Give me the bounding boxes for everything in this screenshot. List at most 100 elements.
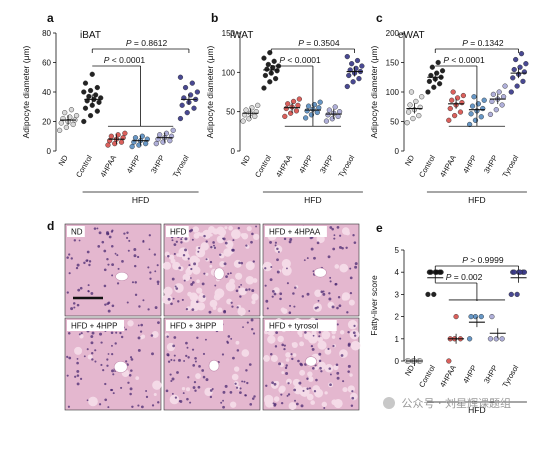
cell-nucleus <box>201 282 205 286</box>
data-point <box>499 102 505 108</box>
x-category-label: Control <box>417 153 437 179</box>
cell-nucleus <box>318 359 322 363</box>
cell-nucleus <box>100 341 103 344</box>
lipid-vacuole <box>135 376 140 381</box>
y-tick-label: 0 <box>47 147 52 156</box>
lipid-vacuole <box>241 349 250 357</box>
y-tick-label: 0 <box>395 357 400 366</box>
cell-nucleus <box>238 261 241 265</box>
data-point <box>261 55 267 61</box>
image-label-box <box>67 320 124 331</box>
cell-nucleus <box>112 392 115 395</box>
cell-nucleus <box>104 398 108 402</box>
cell-nucleus <box>224 384 228 388</box>
cell-nucleus <box>190 228 194 232</box>
cell-nucleus <box>111 274 114 277</box>
lipid-vacuole <box>181 387 186 391</box>
data-point <box>82 80 89 86</box>
data-point <box>96 99 102 105</box>
data-point <box>346 72 352 79</box>
cell-nucleus <box>310 345 314 348</box>
lipid-vacuole <box>245 261 255 271</box>
cell-nucleus <box>306 377 309 380</box>
x-category-label: ND <box>57 153 71 167</box>
cell-nucleus <box>205 258 208 261</box>
lipid-vacuole <box>153 392 157 397</box>
cell-nucleus <box>131 281 135 284</box>
y-tick-label: 5 <box>395 246 400 255</box>
cell-nucleus <box>172 344 176 348</box>
data-point <box>296 96 303 102</box>
cell-nucleus <box>224 241 228 245</box>
cell-nucleus <box>126 301 129 304</box>
cell-nucleus <box>184 237 188 241</box>
cell-nucleus <box>340 354 344 357</box>
cell-nucleus <box>157 282 160 285</box>
cell-nucleus <box>173 359 176 362</box>
cell-nucleus <box>148 248 151 251</box>
cell-nucleus <box>101 240 105 244</box>
data-point <box>73 112 80 119</box>
cell-nucleus <box>68 356 72 360</box>
cell-nucleus <box>242 326 244 329</box>
cell-nucleus <box>331 227 334 231</box>
data-point <box>521 269 528 275</box>
cell-nucleus <box>249 403 253 406</box>
lipid-vacuole <box>195 247 206 258</box>
x-category-label: 3HPP <box>149 154 167 175</box>
data-point <box>86 93 92 100</box>
cell-nucleus <box>299 362 302 366</box>
lipid-vacuole <box>216 226 225 235</box>
y-tick-label: 200 <box>386 29 400 38</box>
cell-nucleus <box>107 263 110 266</box>
lipid-vacuole <box>127 320 134 327</box>
x-category-label: ND <box>403 153 417 167</box>
image-label-box <box>67 226 85 237</box>
lipid-vacuole <box>333 364 339 371</box>
data-point <box>240 118 246 124</box>
lipid-vacuole <box>193 232 200 239</box>
cell-nucleus <box>336 226 340 229</box>
cell-nucleus <box>251 327 254 331</box>
cell-nucleus <box>225 275 228 278</box>
x-category-label: Tyrosol <box>336 153 356 179</box>
cell-nucleus <box>167 360 171 363</box>
lipid-vacuole <box>317 340 327 350</box>
cell-nucleus <box>205 378 209 382</box>
data-point <box>56 127 63 133</box>
cell-nucleus <box>87 290 90 293</box>
cell-nucleus <box>134 293 138 297</box>
cell-nucleus <box>205 240 208 243</box>
data-point <box>499 336 505 342</box>
lipid-vacuole <box>333 398 343 409</box>
panel-letter: c <box>376 11 383 25</box>
cell-nucleus <box>250 240 253 244</box>
y-tick-label: 0 <box>395 147 400 156</box>
cell-nucleus <box>130 358 134 361</box>
cell-nucleus <box>270 352 273 356</box>
cell-nucleus <box>283 344 286 347</box>
cell-nucleus <box>150 334 154 337</box>
lipid-vacuole <box>349 373 353 377</box>
cell-nucleus <box>103 284 107 288</box>
lipid-vacuole <box>297 329 303 336</box>
lipid-vacuole <box>299 369 306 376</box>
panel-b: b iWAT 0 50 100 150 Adipocyte diameter (μm) ND C… <box>205 11 365 205</box>
cell-nucleus <box>106 364 109 367</box>
cell-nucleus <box>222 399 224 402</box>
cell-nucleus <box>204 338 207 341</box>
p-value-label: P = 0.002 <box>446 272 483 282</box>
data-point <box>449 97 455 103</box>
lipid-vacuole <box>192 266 201 275</box>
data-point <box>94 108 100 114</box>
cell-nucleus <box>328 367 332 370</box>
data-point <box>82 105 89 111</box>
lipid-vacuole <box>299 341 305 347</box>
cell-nucleus <box>157 321 160 325</box>
cell-nucleus <box>107 309 111 313</box>
lipid-vacuole <box>196 279 200 284</box>
lipid-vacuole <box>307 376 314 382</box>
cell-nucleus <box>339 234 342 237</box>
lipid-vacuole <box>172 261 181 271</box>
cell-nucleus <box>286 282 289 285</box>
